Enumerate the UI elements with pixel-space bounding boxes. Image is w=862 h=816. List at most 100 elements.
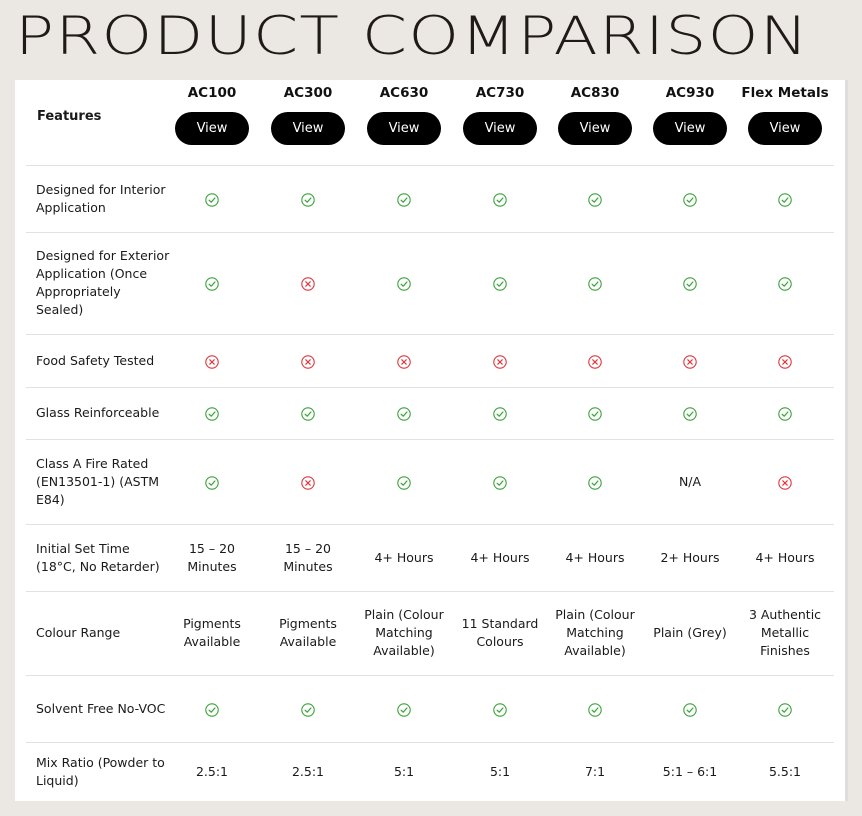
check-circle-icon: [683, 702, 697, 717]
table-cell: 5:1 – 6:1: [662, 764, 718, 779]
row-divider: [26, 591, 834, 592]
table-cell: 2.5:1: [291, 764, 325, 779]
check-circle-icon: [778, 406, 792, 421]
row-divider: [26, 387, 834, 388]
view-button-ac100[interactable]: View: [175, 112, 249, 145]
table-cell: 4+ Hours: [565, 550, 625, 565]
check-circle-icon: [205, 475, 219, 490]
row-divider: [26, 675, 834, 676]
product-name-ac630: AC630: [379, 85, 429, 101]
check-circle-icon: [588, 475, 602, 490]
table-row: Colour Range Pigments Available Pigments A…: [26, 591, 834, 675]
cross-circle-icon: [301, 475, 315, 490]
feature-label: Colour Range: [36, 625, 121, 640]
check-circle-icon: [397, 702, 411, 717]
table-cell: Pigments Available: [183, 616, 241, 649]
cross-circle-icon: [683, 354, 697, 369]
check-circle-icon: [205, 192, 219, 207]
product-name-ac730: AC730: [475, 85, 525, 101]
table-row: Mix Ratio (Powder to Liquid) 2.5:1 2.5:1 5:…: [26, 742, 834, 801]
table-cell: Plain (Colour Matching Available): [364, 607, 444, 658]
row-divider: [26, 439, 834, 440]
view-button-flex-metals[interactable]: View: [748, 112, 822, 145]
product-name-ac930: AC930: [665, 85, 715, 101]
table-cell: 11 Standard Colours: [461, 616, 539, 649]
table-cell: 7:1: [584, 764, 606, 779]
check-circle-icon: [205, 276, 219, 291]
feature-label: Food Safety Tested: [36, 353, 155, 368]
check-circle-icon: [588, 192, 602, 207]
feature-label: Initial Set Time (18°C, No Retarder): [36, 541, 160, 574]
product-name-ac300: AC300: [283, 85, 333, 101]
check-circle-icon: [301, 406, 315, 421]
table-cell: Pigments Available: [279, 616, 337, 649]
feature-label: Mix Ratio (Powder to Liquid): [36, 755, 165, 788]
feature-label: Solvent Free No-VOC: [36, 701, 166, 716]
cross-circle-icon: [301, 276, 315, 291]
table-row: Initial Set Time (18°C, No Retarder) 15 –…: [26, 524, 834, 591]
row-divider: [26, 524, 834, 525]
comparison-table: Features AC100 View AC300 View AC630 View AC73…: [15, 80, 848, 801]
feature-label: Designed for Interior Application: [36, 182, 166, 215]
check-circle-icon: [397, 192, 411, 207]
check-circle-icon: [493, 192, 507, 207]
cross-circle-icon: [778, 475, 792, 490]
cross-circle-icon: [778, 354, 792, 369]
table-row: Solvent Free No-VOC: [26, 675, 834, 742]
table-row: Designed for Interior Application: [26, 165, 834, 232]
table-cell: 5:1: [393, 764, 415, 779]
check-circle-icon: [301, 192, 315, 207]
table-cell: Plain (Colour Matching Available): [555, 607, 635, 658]
check-circle-icon: [588, 702, 602, 717]
row-divider: [26, 232, 834, 233]
product-name-flex-metals: Flex Metals: [741, 85, 829, 101]
page-title: PRODUCT COMPARISON: [15, 6, 810, 67]
check-circle-icon: [205, 406, 219, 421]
check-circle-icon: [493, 475, 507, 490]
table-cell: 15 – 20 Minutes: [187, 541, 237, 574]
table-cell: 2.5:1: [195, 764, 229, 779]
row-divider: [26, 165, 834, 166]
check-circle-icon: [493, 276, 507, 291]
check-circle-icon: [588, 406, 602, 421]
check-circle-icon: [205, 702, 219, 717]
view-button-ac300[interactable]: View: [271, 112, 345, 145]
view-button-ac630[interactable]: View: [367, 112, 441, 145]
row-divider: [26, 334, 834, 335]
table-row: Designed for Exterior Application (Once …: [26, 232, 834, 334]
view-button-ac830[interactable]: View: [558, 112, 632, 145]
check-circle-icon: [683, 276, 697, 291]
cross-circle-icon: [397, 354, 411, 369]
table-cell: 4+ Hours: [755, 550, 815, 565]
cross-circle-icon: [493, 354, 507, 369]
check-circle-icon: [778, 702, 792, 717]
view-button-ac730[interactable]: View: [463, 112, 537, 145]
check-circle-icon: [493, 406, 507, 421]
check-circle-icon: [397, 276, 411, 291]
table-cell: N/A: [678, 474, 702, 489]
feature-label: Class A Fire Rated (EN13501-1) (ASTM E84…: [36, 456, 159, 507]
row-divider: [26, 742, 834, 743]
check-circle-icon: [588, 276, 602, 291]
table-cell: 4+ Hours: [470, 550, 530, 565]
table-cell: 3 Authentic Metallic Finishes: [748, 607, 822, 658]
view-button-ac930[interactable]: View: [653, 112, 727, 145]
features-header: Features: [37, 109, 102, 124]
check-circle-icon: [397, 475, 411, 490]
table-cell: 2+ Hours: [660, 550, 720, 565]
table-cell: Plain (Grey): [653, 625, 727, 640]
table-row: Food Safety Tested: [26, 334, 834, 387]
feature-label: Designed for Exterior Application (Once …: [36, 248, 170, 317]
cross-circle-icon: [301, 354, 315, 369]
check-circle-icon: [778, 192, 792, 207]
check-circle-icon: [778, 276, 792, 291]
cross-circle-icon: [205, 354, 219, 369]
table-cell: 4+ Hours: [374, 550, 434, 565]
feature-label: Glass Reinforceable: [36, 405, 160, 420]
table-scrollbar[interactable]: [845, 80, 848, 801]
check-circle-icon: [397, 406, 411, 421]
table-row: Glass Reinforceable: [26, 387, 834, 439]
product-name-ac830: AC830: [570, 85, 620, 101]
table-cell: 15 – 20 Minutes: [283, 541, 333, 574]
check-circle-icon: [301, 702, 315, 717]
